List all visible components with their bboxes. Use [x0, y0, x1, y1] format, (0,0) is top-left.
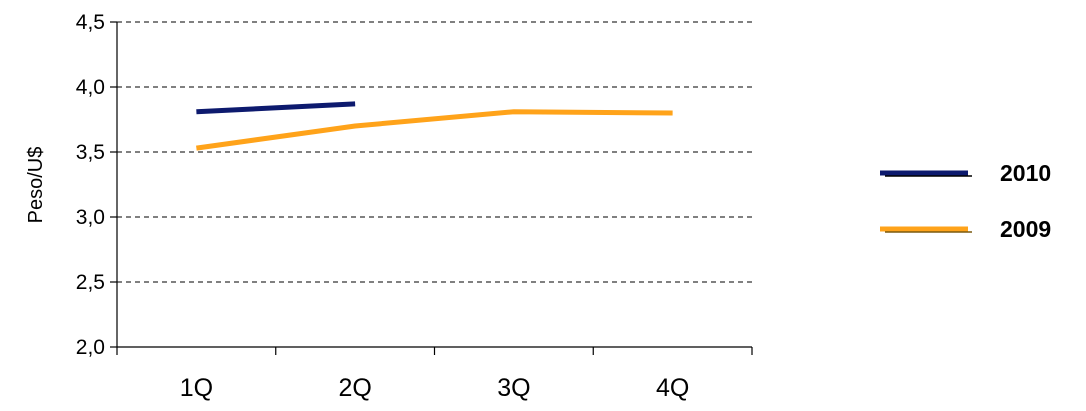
y-tick-label: 2,0	[76, 336, 105, 359]
y-tick-label: 3,0	[76, 206, 105, 229]
x-tick-label: 3Q	[497, 374, 530, 402]
y-tick-label: 4,5	[76, 11, 105, 34]
y-tick-label: 3,5	[76, 141, 105, 164]
x-axis-ticks: 1Q 2Q 3Q 4Q	[116, 347, 753, 402]
series-lines	[196, 101, 673, 151]
legend-label-2009: 2009	[1000, 216, 1051, 242]
axes	[116, 22, 752, 348]
x-tick-label: 4Q	[656, 374, 689, 402]
legend-label-2010: 2010	[1000, 160, 1051, 186]
grid-lines	[117, 21, 752, 283]
x-tick-label: 2Q	[338, 374, 371, 402]
y-axis-title: Peso/U$	[25, 147, 47, 224]
y-axis-ticks: 2,0 2,5 3,0 3,5 4,0 4,5	[76, 11, 117, 359]
series-line-2009	[196, 109, 673, 151]
series-line-2010	[196, 101, 356, 115]
x-tick-label: 1Q	[180, 374, 213, 402]
y-tick-label: 4,0	[76, 76, 105, 99]
legend: 2010 2009	[880, 160, 1051, 242]
y-tick-label: 2,5	[76, 271, 105, 294]
